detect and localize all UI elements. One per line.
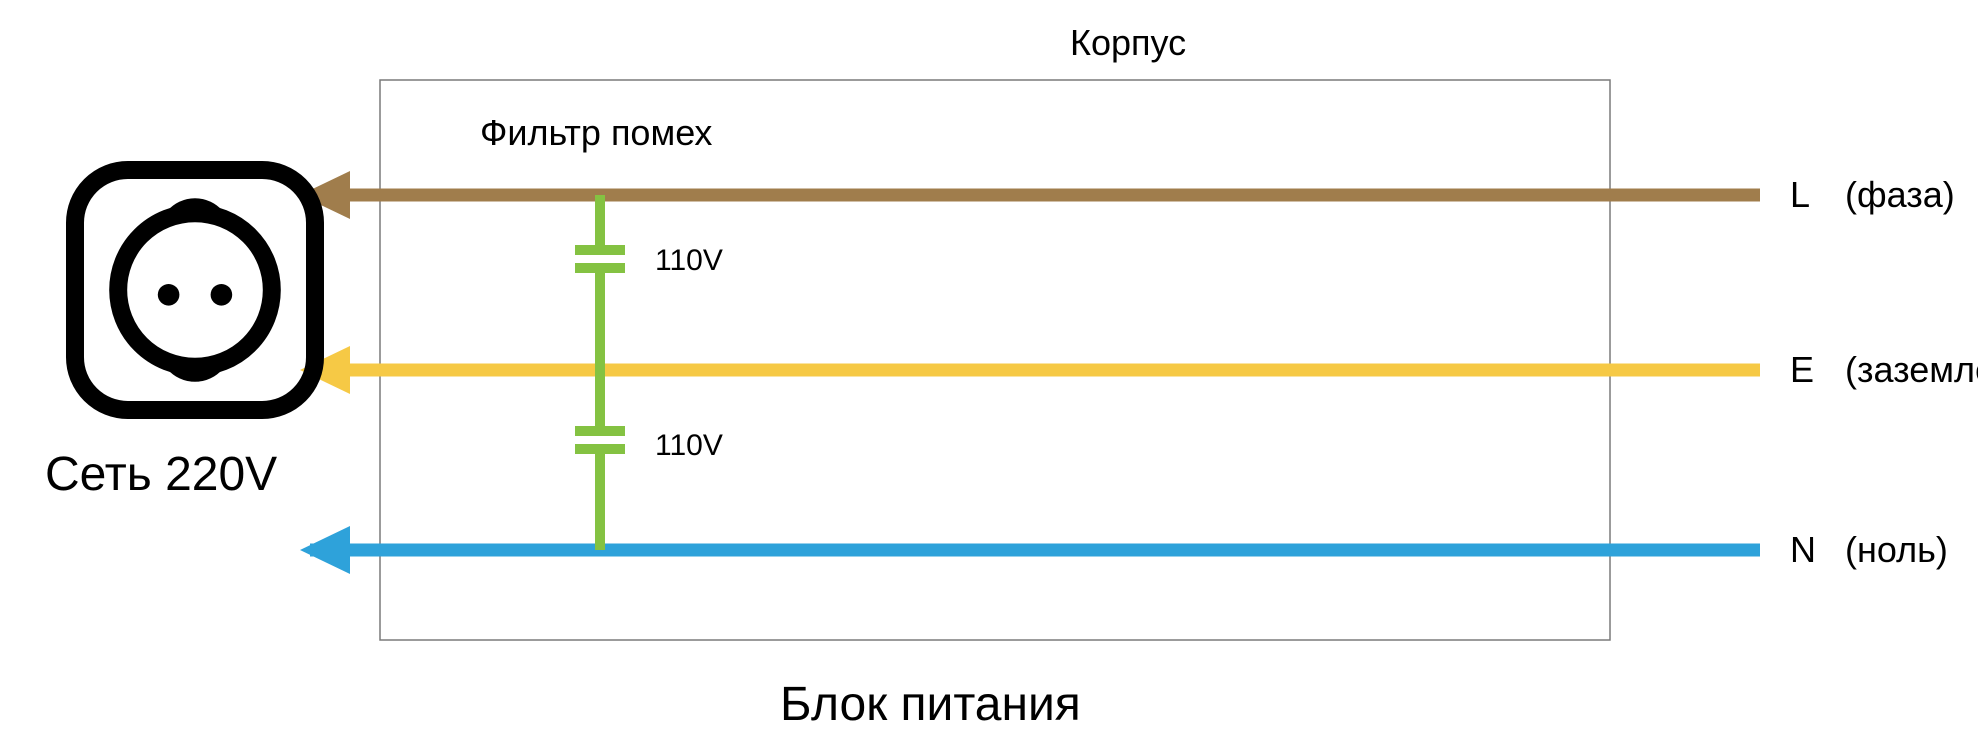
wire-code-l-phase: L <box>1790 174 1810 215</box>
wire-name-e-ground: (заземление) <box>1845 349 1978 390</box>
capacitor-top <box>575 195 625 370</box>
enclosure-label: Корпус <box>1070 22 1186 63</box>
wire-name-l-phase: (фаза) <box>1845 174 1955 215</box>
capacitor-bottom <box>575 370 625 550</box>
capacitor-voltage-top: 110V <box>655 244 723 277</box>
socket-icon <box>75 170 315 410</box>
wire-l-phase <box>300 171 1760 219</box>
wire-n-neutral <box>300 526 1760 574</box>
psu-label: Блок питания <box>780 678 1081 731</box>
mains-label: Сеть 220V <box>45 448 277 501</box>
wire-code-e-ground: E <box>1790 349 1814 390</box>
capacitor-voltage-bottom: 110V <box>655 429 723 462</box>
wire-e-ground <box>300 346 1760 394</box>
wire-name-n-neutral: (ноль) <box>1845 529 1948 570</box>
filter-label: Фильтр помех <box>480 112 712 153</box>
wire-code-n-neutral: N <box>1790 529 1816 570</box>
